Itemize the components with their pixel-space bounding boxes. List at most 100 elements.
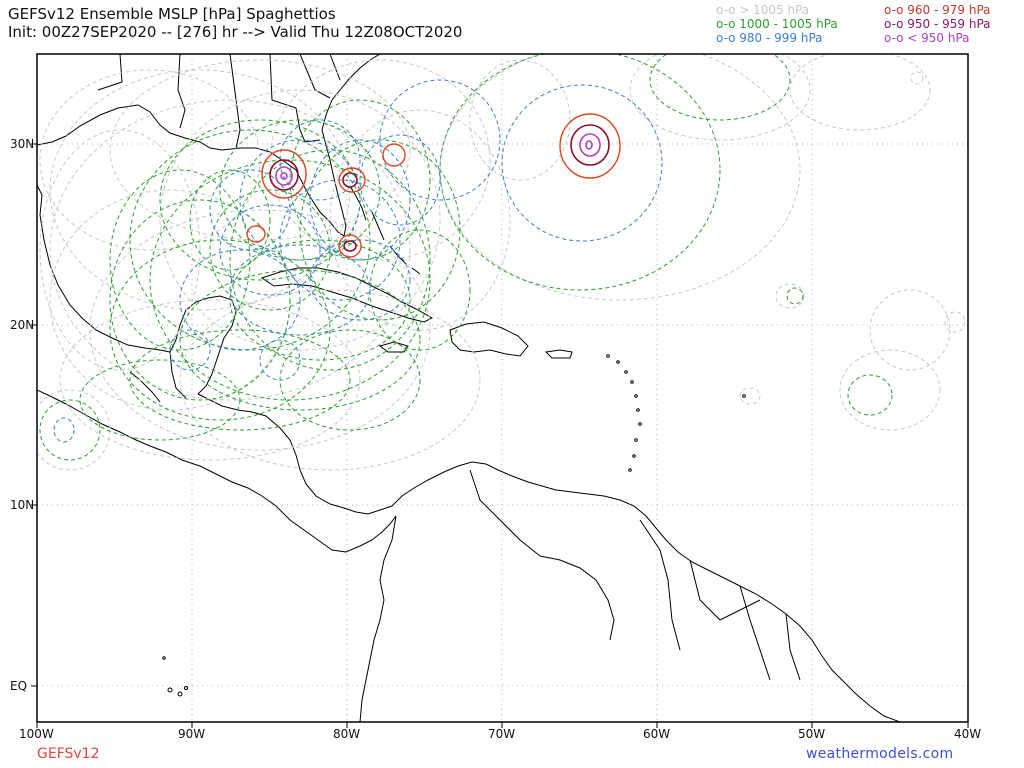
lon-label-60w: 60W: [643, 727, 671, 741]
contour-below-950: [579, 133, 601, 157]
map-subtitle: Init: 00Z27SEP2020 -- [276] hr --> Valid…: [8, 23, 463, 41]
contour-1000-1005: [179, 269, 421, 411]
contour-1000-1005: [649, 54, 791, 121]
contour-960-979: [261, 149, 307, 199]
lat-label-20n: 20N: [10, 318, 35, 332]
contour-950-959: [269, 159, 299, 191]
contour-above-1005: [49, 69, 351, 311]
contour-above-1005: [329, 109, 511, 331]
contour-1000-1005: [289, 99, 431, 261]
legend-left: o-o > 1005 hPa o-o 1000 - 1005 hPa o-o 9…: [716, 3, 838, 45]
contour-above-1005: [944, 311, 966, 333]
legend-item-above-1005: o-o > 1005 hPa: [716, 3, 810, 17]
axis-ticks: [31, 143, 969, 728]
lat-label-30n: 30N: [10, 137, 35, 151]
contour-960-979: [338, 234, 362, 258]
contour-1000-1005: [39, 399, 101, 461]
contour-980-999: [259, 339, 301, 381]
contour-below-950: [585, 140, 593, 150]
contour-above-1005: [739, 387, 761, 405]
contour-1000-1005: [79, 359, 241, 441]
contour-above-1005: [269, 59, 491, 261]
contour-1000-1005: [189, 169, 271, 271]
legend-item-below-950: o-o < 950 hPa: [884, 31, 970, 45]
hispaniola: [449, 321, 529, 357]
contour-980-999: [279, 179, 401, 301]
coastlines: [37, 54, 901, 722]
site-credit-link[interactable]: weathermodels.com: [806, 746, 954, 762]
legend-item-1000-1005: o-o 1000 - 1005 hPa: [716, 17, 838, 31]
contour-980-999: [229, 244, 371, 336]
contour-980-999: [239, 139, 361, 261]
contour-1000-1005: [439, 54, 721, 291]
jamaica: [378, 341, 409, 353]
lat-label-eq: EQ: [10, 679, 28, 693]
central-america-pacific: [37, 389, 397, 553]
contour-above-1005: [37, 389, 111, 471]
contour-1000-1005: [299, 139, 461, 321]
lon-label-100w: 100W: [19, 727, 54, 741]
lon-label-70w: 70W: [488, 727, 516, 741]
legend-item-950-959: o-o 950 - 959 hPa: [884, 17, 991, 31]
contour-980-999: [359, 134, 441, 226]
contour-above-1005: [910, 71, 924, 85]
contour-1000-1005: [209, 189, 331, 311]
contour-1000-1005: [159, 119, 361, 281]
lon-label-90w: 90W: [178, 727, 206, 741]
contour-above-1005: [109, 59, 411, 241]
contour-above-1005: [179, 289, 481, 471]
contour-1000-1005: [847, 374, 893, 416]
contour-1000-1005: [229, 149, 431, 371]
legend-right: o-o 960 - 979 hPa o-o 950 - 959 hPa o-o …: [884, 3, 991, 45]
contour-950-959: [343, 240, 357, 252]
contour-980-999: [169, 329, 211, 371]
contour-1000-1005: [109, 169, 251, 351]
south-america-coast: [391, 461, 901, 722]
contour-above-1005: [789, 54, 931, 131]
lon-label-50w: 50W: [798, 727, 826, 741]
mexico-gulf-coast: [37, 184, 237, 395]
contour-960-979: [246, 225, 266, 243]
contour-980-999: [53, 417, 75, 443]
contour-980-999: [279, 119, 361, 201]
contour-1000-1005: [229, 239, 411, 361]
contour-1000-1005: [129, 129, 371, 351]
contour-above-1005: [469, 59, 571, 181]
contour-960-979: [559, 113, 621, 179]
contour-above-1005: [775, 283, 805, 309]
contour-above-1005: [49, 99, 411, 401]
contour-960-979: [382, 143, 406, 167]
contour-above-1005: [839, 349, 941, 431]
graticule: [37, 54, 968, 722]
legend-item-960-979: o-o 960 - 979 hPa: [884, 3, 991, 17]
contour-1000-1005: [149, 159, 431, 401]
contour-1000-1005: [129, 329, 351, 431]
contour-above-1005: [49, 189, 291, 411]
us-gulf-coast: [37, 54, 381, 237]
contour-980-999: [219, 204, 321, 296]
contour-950-959: [570, 124, 610, 166]
contour-above-1005: [39, 69, 261, 251]
contour-below-950: [280, 172, 288, 180]
contour-980-999: [209, 169, 291, 251]
contour-1000-1005: [109, 239, 331, 421]
map-title: GEFSv12 Ensemble MSLP [hPa] Spaghettios: [8, 5, 336, 23]
contour-above-1005: [629, 54, 811, 141]
contour-1000-1005: [786, 287, 804, 305]
contour-above-1005: [869, 289, 951, 371]
contour-above-1005: [59, 299, 361, 461]
lon-label-80w: 80W: [333, 727, 361, 741]
lat-label-10n: 10N: [10, 498, 35, 512]
contour-950-959: [342, 172, 358, 188]
contour-above-1005: [439, 54, 801, 301]
contour-above-1005: [89, 209, 431, 451]
contour-980-999: [309, 139, 411, 261]
model-name-footer: GEFSv12: [37, 746, 100, 762]
lon-label-40w: 40W: [954, 727, 982, 741]
ensemble-contours: [37, 54, 966, 471]
contour-980-999: [379, 79, 501, 201]
contour-above-1005: [39, 129, 201, 371]
puerto-rico: [544, 349, 573, 359]
contour-1000-1005: [219, 119, 381, 261]
